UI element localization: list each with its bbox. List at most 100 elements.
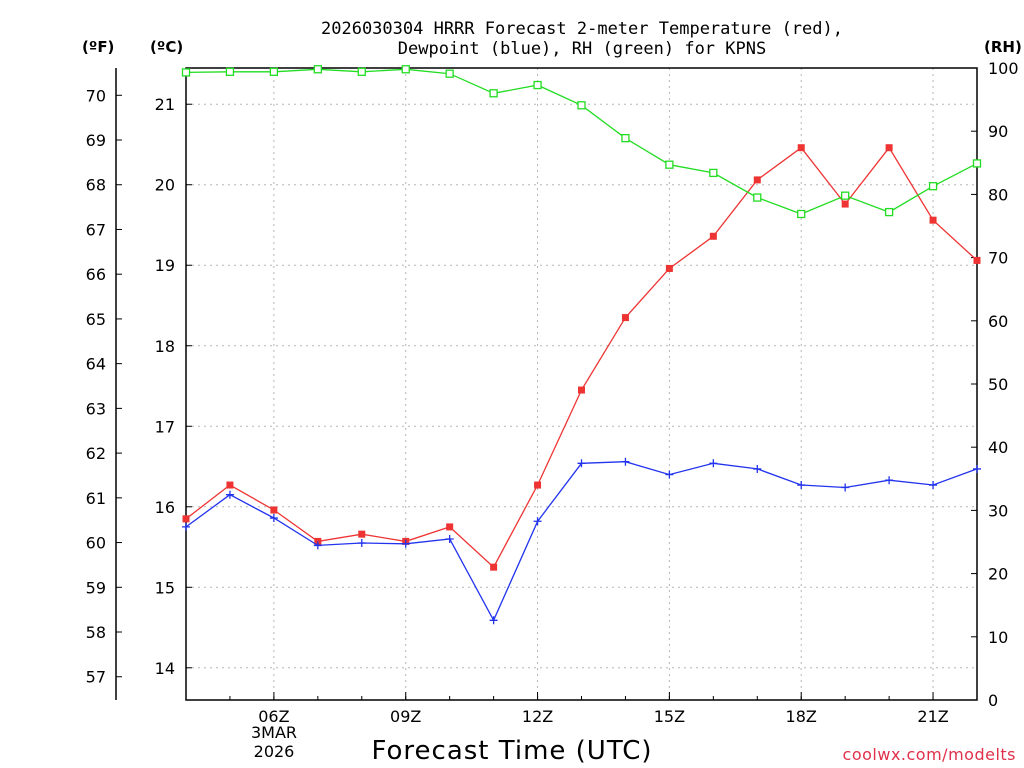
x-tick-label: 18Z <box>786 707 817 726</box>
temperature-point <box>270 506 278 514</box>
temperature-point <box>885 144 893 152</box>
rh-point <box>181 68 191 77</box>
temperature-point <box>665 264 673 272</box>
f-tick-label: 59 <box>86 578 106 597</box>
dewpoint-point <box>269 514 278 523</box>
dewpoint-point <box>357 539 366 548</box>
f-tick-label: 67 <box>86 220 106 239</box>
rh-point <box>357 67 366 76</box>
rh-tick-label: 20 <box>988 565 1008 584</box>
rh-point <box>533 80 542 90</box>
dewpoint-point <box>973 464 981 473</box>
rh-point <box>313 65 322 74</box>
rh-point <box>269 67 279 76</box>
dewpoint-point <box>445 534 454 543</box>
dewpoint-point <box>489 616 498 625</box>
rh-point <box>928 182 938 191</box>
dewpoint-point <box>885 476 894 485</box>
rh-tick-label: 70 <box>988 249 1008 268</box>
temperature-line <box>185 146 978 569</box>
temperature-point <box>929 216 937 224</box>
rh-point <box>972 159 982 168</box>
f-tick-label: 70 <box>86 86 106 105</box>
temperature-point <box>358 530 366 538</box>
date-label-year: 2026 <box>254 742 295 761</box>
rh-tick-label: 90 <box>988 122 1008 141</box>
c-tick-label: 15 <box>155 578 175 597</box>
temperature-point <box>182 515 190 523</box>
data-series <box>181 65 982 625</box>
x-tick-label: 12Z <box>522 707 553 726</box>
temperature-point <box>534 481 542 489</box>
dewpoint-point <box>621 457 630 466</box>
rh-tick-label: 40 <box>988 438 1008 457</box>
chart-title-line-1: 2026030304 HRRR Forecast 2-meter Tempera… <box>321 19 843 39</box>
temperature-point <box>973 256 981 264</box>
f-tick-label: 63 <box>86 399 106 418</box>
dewpoint-point <box>401 539 410 548</box>
rh-tick-label: 30 <box>988 501 1008 520</box>
dewpoint-point <box>929 481 938 490</box>
x-tick-label: 06Z <box>258 707 289 726</box>
dewpoint-point <box>577 459 586 468</box>
temperature-point <box>578 386 585 394</box>
dewpoint-point <box>841 483 850 492</box>
rh-tick-label: 10 <box>988 628 1008 647</box>
temperature-point <box>709 232 717 240</box>
temperature-point <box>621 314 629 322</box>
f-tick-label: 66 <box>86 265 106 284</box>
dewpoint-point <box>665 470 674 479</box>
rh-point <box>884 207 894 217</box>
temperature-point <box>753 176 761 184</box>
x-tick-label: 21Z <box>917 707 948 726</box>
rh-tick-label: 0 <box>988 691 998 710</box>
rh-tick-label: 50 <box>988 375 1008 394</box>
c-tick-label: 16 <box>155 498 175 517</box>
x-tick-label: 09Z <box>390 707 421 726</box>
rh-point <box>401 65 410 74</box>
rh-tick-label: 80 <box>988 185 1008 204</box>
chart-title-line-2: Dewpoint (blue), RH (green) for KPNS <box>398 39 766 59</box>
rh-point <box>621 134 630 143</box>
dewpoint-line <box>185 461 978 622</box>
c-tick-label: 19 <box>155 256 175 275</box>
f-tick-label: 60 <box>86 534 106 553</box>
rh-point <box>709 168 718 178</box>
temperature-point <box>841 200 849 208</box>
temperature-point <box>314 537 322 545</box>
f-tick-label: 57 <box>86 668 106 687</box>
rh-point <box>445 69 454 78</box>
f-tick-label: 69 <box>86 131 106 150</box>
rh-point <box>841 191 850 200</box>
credit-link[interactable]: coolwx.com/modelts <box>843 745 1016 764</box>
rh-point <box>753 193 762 202</box>
dewpoint-point <box>797 481 806 490</box>
date-label-month: 3MAR <box>251 723 297 742</box>
temperature-point <box>490 563 498 571</box>
rh-line <box>185 68 978 215</box>
f-tick-label: 58 <box>86 623 106 642</box>
axis-ticks: 57 58 59 60 61 62 63 64 65 66 67 68 69 70 14 15 16 17 18 19… <box>86 59 1019 726</box>
rh-tick-label: 100 <box>988 59 1019 78</box>
c-tick-label: 14 <box>155 659 175 678</box>
rh-point <box>225 67 235 76</box>
x-axis-title: Forecast Time (UTC) <box>371 736 652 766</box>
dewpoint-point <box>182 522 190 531</box>
dewpoint-point <box>709 459 718 468</box>
f-tick-label: 64 <box>86 355 106 374</box>
temperature-point <box>226 481 234 489</box>
rh-point <box>797 209 806 219</box>
dewpoint-point <box>533 517 542 526</box>
f-tick-label: 61 <box>86 489 106 508</box>
dewpoint-point <box>225 490 234 499</box>
temperature-point <box>446 523 454 531</box>
fahrenheit-axis-unit: (ºF) <box>82 38 114 56</box>
rh-tick-label: 60 <box>988 312 1008 331</box>
temperature-point <box>797 144 805 152</box>
rh-point <box>577 101 586 110</box>
dewpoint-point <box>753 464 762 473</box>
dewpoint-point <box>313 541 322 550</box>
celsius-axis-unit: (ºC) <box>150 38 183 56</box>
rh-point <box>489 89 498 98</box>
